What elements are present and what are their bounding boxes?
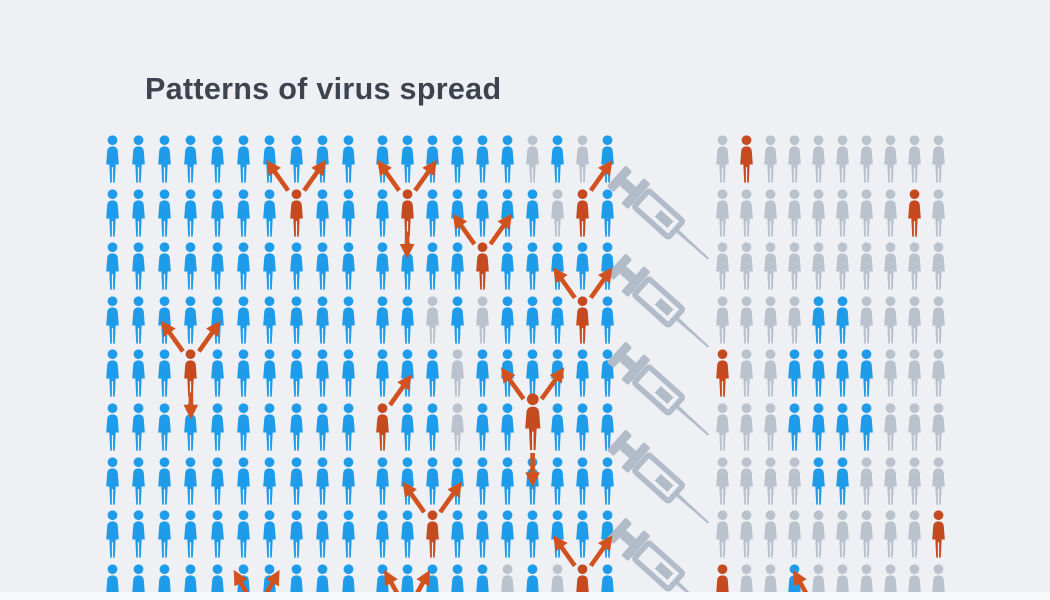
person-icon-immune bbox=[735, 242, 758, 290]
person-icon-susceptible bbox=[855, 349, 878, 397]
person-icon-immune bbox=[759, 188, 782, 237]
person-icon-immune bbox=[735, 456, 758, 505]
person-icon-immune bbox=[735, 349, 758, 397]
person-icon-immune bbox=[927, 349, 950, 397]
person-icon-immune bbox=[711, 296, 734, 344]
person-icon-immune bbox=[759, 296, 782, 344]
person-icon-immune bbox=[927, 403, 950, 451]
person-icon-immune bbox=[735, 510, 758, 558]
person-icon-immune bbox=[831, 135, 854, 183]
person-icon-immune bbox=[831, 510, 854, 558]
person-icon-susceptible bbox=[831, 403, 854, 451]
person-icon-immune bbox=[759, 135, 782, 183]
person-icon-immune bbox=[927, 296, 950, 344]
person-icon-immune bbox=[879, 403, 902, 451]
person-icon-susceptible bbox=[783, 349, 806, 397]
person-icon-infected bbox=[711, 349, 734, 397]
person-icon-immune bbox=[927, 135, 950, 183]
person-icon-susceptible bbox=[783, 403, 806, 451]
person-icon-infected bbox=[735, 135, 758, 183]
person-icon-immune bbox=[711, 242, 734, 290]
person-icon-immune bbox=[903, 135, 926, 183]
person-icon-immune bbox=[783, 456, 806, 505]
person-icon-susceptible bbox=[831, 296, 854, 344]
person-icon-immune bbox=[759, 242, 782, 290]
person-icon-immune bbox=[831, 188, 854, 237]
person-icon-immune bbox=[711, 135, 734, 183]
person-icon-immune bbox=[735, 188, 758, 237]
person-icon-immune bbox=[783, 242, 806, 290]
person-icon-susceptible bbox=[807, 403, 830, 451]
person-icon-immune bbox=[879, 188, 902, 237]
person-icon-immune bbox=[903, 242, 926, 290]
person-icon-immune bbox=[711, 456, 734, 505]
person-icon-immune bbox=[879, 510, 902, 558]
person-icon-immune bbox=[735, 403, 758, 451]
person-icon-immune bbox=[783, 135, 806, 183]
person-icon-immune bbox=[903, 456, 926, 505]
person-icon-immune bbox=[759, 510, 782, 558]
person-icon-immune bbox=[711, 510, 734, 558]
person-icon-immune bbox=[855, 135, 878, 183]
person-icon-immune bbox=[903, 403, 926, 451]
person-icon-susceptible bbox=[807, 349, 830, 397]
person-icon-immune bbox=[855, 456, 878, 505]
person-icon-immune bbox=[903, 349, 926, 397]
person-icon-susceptible bbox=[855, 403, 878, 451]
person-icon-immune bbox=[759, 456, 782, 505]
person-icon-immune bbox=[855, 510, 878, 558]
person-icon-immune bbox=[783, 188, 806, 237]
person-icon-susceptible bbox=[807, 456, 830, 505]
person-icon-immune bbox=[879, 296, 902, 344]
person-icon-infected bbox=[927, 510, 950, 558]
person-icon-immune bbox=[879, 349, 902, 397]
footer-strip bbox=[0, 592, 1050, 600]
person-icon-immune bbox=[879, 456, 902, 505]
person-icon-immune bbox=[807, 510, 830, 558]
person-icon-susceptible bbox=[831, 349, 854, 397]
person-icon-immune bbox=[903, 296, 926, 344]
person-icon-immune bbox=[879, 135, 902, 183]
person-icon-immune bbox=[927, 188, 950, 237]
person-icon-immune bbox=[927, 242, 950, 290]
person-icon-susceptible bbox=[831, 456, 854, 505]
person-icon-immune bbox=[831, 242, 854, 290]
person-icon-immune bbox=[759, 349, 782, 397]
person-icon-immune bbox=[879, 242, 902, 290]
person-icon-immune bbox=[927, 456, 950, 505]
person-icon-immune bbox=[711, 403, 734, 451]
person-icon-immune bbox=[735, 296, 758, 344]
person-icon-immune bbox=[903, 510, 926, 558]
person-icon-immune bbox=[783, 510, 806, 558]
person-icon-immune bbox=[855, 242, 878, 290]
person-icon-immune bbox=[807, 188, 830, 237]
person-icon-immune bbox=[711, 188, 734, 237]
person-icon-immune bbox=[855, 188, 878, 237]
person-icon-infected bbox=[903, 188, 926, 237]
person-icon-immune bbox=[855, 296, 878, 344]
person-icon-susceptible bbox=[807, 296, 830, 344]
page-title: Patterns of virus spread bbox=[145, 72, 502, 106]
person-icon-immune bbox=[807, 242, 830, 290]
person-icon-immune bbox=[807, 135, 830, 183]
person-icon-immune bbox=[783, 296, 806, 344]
person-icon-immune bbox=[759, 403, 782, 451]
